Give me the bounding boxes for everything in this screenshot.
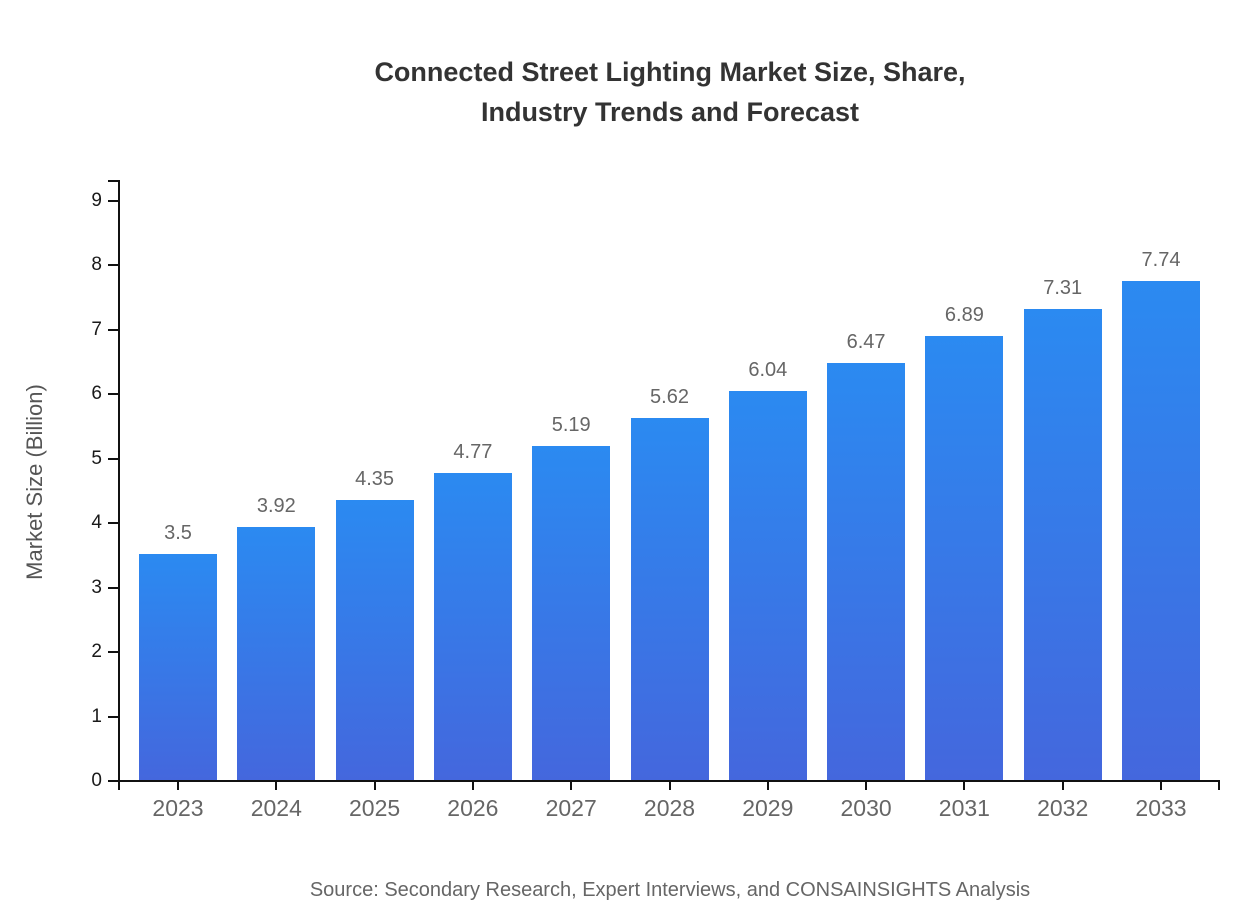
- x-tick-label: 2029: [742, 795, 794, 821]
- bar: [237, 527, 316, 780]
- y-axis-line: [118, 180, 120, 782]
- x-tick-label: 2033: [1135, 795, 1187, 821]
- chart-title: Connected Street Lighting Market Size, S…: [84, 52, 1256, 132]
- y-tick-label: 9: [91, 190, 102, 211]
- bar-value-label: 5.19: [551, 413, 591, 436]
- y-tick-label: 5: [91, 447, 102, 469]
- x-axis-start-tick: [118, 780, 120, 790]
- y-tick: [108, 200, 118, 202]
- y-tick: [108, 393, 118, 396]
- y-tick: [108, 651, 118, 654]
- x-tick-label: 2024: [250, 795, 302, 821]
- x-tick-label: 2028: [643, 795, 696, 821]
- bar: [630, 417, 709, 780]
- bar: [1023, 308, 1102, 780]
- x-tick: [1061, 780, 1064, 790]
- bar-value-label: 6.47: [846, 331, 886, 354]
- bar: [827, 363, 906, 780]
- bar: [139, 554, 217, 780]
- x-tick: [570, 780, 573, 790]
- y-tick: [108, 328, 118, 331]
- x-tick: [275, 780, 278, 790]
- source-note: Source: Secondary Research, Expert Inter…: [309, 879, 1031, 901]
- bar: [433, 472, 512, 780]
- x-tick-label: 2030: [840, 795, 892, 821]
- bar: [335, 499, 414, 780]
- x-tick-label: 2025: [349, 795, 401, 821]
- x-tick-label: 2027: [545, 795, 597, 821]
- x-tick: [471, 780, 474, 790]
- bar-value-label: 5.62: [650, 385, 689, 408]
- x-tick: [373, 780, 376, 790]
- x-tick: [668, 780, 671, 790]
- x-tick-label: 2032: [1037, 795, 1089, 821]
- y-tick-label: 1: [91, 705, 102, 727]
- bar-value-label: 3.5: [164, 522, 192, 545]
- y-tick-label: 8: [91, 254, 102, 276]
- x-tick: [177, 780, 179, 790]
- x-tick-label: 2023: [152, 795, 204, 821]
- y-tick: [108, 780, 118, 782]
- bar-value-label: 4.77: [453, 440, 493, 463]
- y-tick-label: 6: [91, 383, 102, 405]
- y-tick: [108, 715, 118, 718]
- y-tick: [108, 522, 118, 525]
- bar-value-label: 4.35: [355, 467, 395, 490]
- chart-title-line1: Connected Street Lighting Market Size, S…: [374, 57, 966, 87]
- y-tick: [108, 586, 118, 589]
- x-tick-label: 2026: [447, 795, 499, 821]
- x-tick: [1160, 780, 1162, 790]
- y-axis-end-tick: [108, 180, 118, 182]
- x-tick: [865, 780, 868, 790]
- bar-value-label: 7.74: [1141, 249, 1181, 272]
- x-tick: [766, 780, 769, 790]
- bar-value-label: 3.92: [256, 495, 296, 518]
- x-tick-label: 2031: [938, 795, 990, 821]
- bar: [925, 335, 1004, 780]
- y-tick-label: 7: [91, 318, 102, 340]
- y-tick-label: 4: [91, 512, 102, 534]
- x-tick: [963, 780, 966, 790]
- y-tick-label: 2: [91, 641, 102, 663]
- y-tick-label: 0: [91, 770, 102, 791]
- bar: [532, 445, 611, 780]
- bar-value-label: 6.04: [748, 358, 788, 381]
- y-tick-label: 3: [91, 576, 102, 598]
- bar-value-label: 6.89: [944, 303, 984, 326]
- y-tick: [108, 457, 118, 460]
- bar: [1122, 281, 1200, 780]
- x-axis-end-tick: [1218, 780, 1220, 790]
- chart-title-line2: Industry Trends and Forecast: [480, 97, 860, 127]
- bar-value-label: 7.31: [1043, 276, 1083, 299]
- bar: [728, 390, 807, 780]
- y-tick: [108, 264, 118, 267]
